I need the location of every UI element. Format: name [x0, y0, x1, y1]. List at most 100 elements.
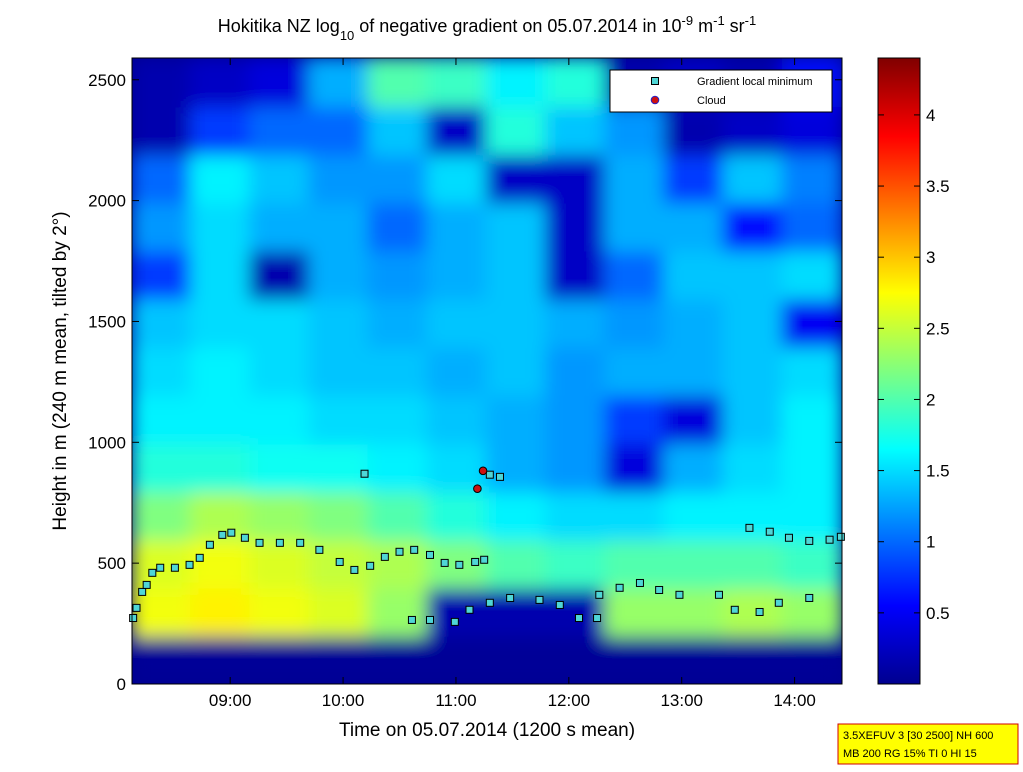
- marker: [240, 533, 249, 542]
- heat-cell: [132, 394, 193, 445]
- heat-cell: [426, 586, 488, 637]
- legend-label: Gradient local minimum: [697, 76, 813, 88]
- marker: [593, 614, 602, 623]
- marker: [506, 593, 515, 602]
- heat-cell: [545, 249, 607, 300]
- heat-cell: [545, 634, 607, 684]
- heat-cell: [367, 634, 429, 684]
- heat-cell: [722, 490, 784, 541]
- heat-cell: [367, 249, 429, 300]
- title-part: Hokitika NZ log: [218, 16, 340, 36]
- heat-cell: [663, 490, 725, 541]
- marker: [129, 614, 138, 623]
- marker: [478, 466, 488, 476]
- title-part: of negative gradient on 05.07.2014 in 10: [354, 16, 681, 36]
- heat-cell: [663, 105, 725, 156]
- heat-cell: [190, 394, 252, 445]
- x-tick-label: 13:00: [660, 691, 703, 710]
- marker: [296, 538, 305, 547]
- heat-cell: [132, 442, 193, 493]
- marker: [138, 587, 147, 596]
- heatmap: [132, 58, 842, 684]
- heat-cell: [781, 442, 842, 493]
- heat-cell: [132, 538, 193, 589]
- marker: [360, 469, 369, 478]
- x-tick-label: 10:00: [322, 691, 365, 710]
- marker: [440, 558, 449, 567]
- heat-cell: [249, 394, 311, 445]
- heat-cell: [426, 58, 488, 108]
- heat-cell: [367, 201, 429, 252]
- heat-cell: [486, 394, 548, 445]
- marker: [132, 603, 141, 612]
- heat-cell: [663, 201, 725, 252]
- marker: [255, 538, 264, 547]
- marker: [156, 563, 165, 572]
- marker: [350, 565, 359, 574]
- heat-cell: [308, 58, 370, 108]
- info-box: 3.5XEFUV 3 [30 2500] NH 600 MB 200 RG 15…: [837, 723, 1019, 765]
- y-tick-label: 0: [117, 675, 126, 694]
- heat-cell: [190, 297, 252, 348]
- colorbar-tick-label: 2: [926, 390, 935, 409]
- heat-cell: [426, 394, 488, 445]
- heat-cell: [190, 105, 252, 156]
- legend-box: [609, 69, 833, 113]
- colorbar-tick-label: 0.5: [926, 604, 950, 623]
- heat-cell: [190, 442, 252, 493]
- heat-cell: [604, 105, 666, 156]
- marker: [410, 545, 419, 554]
- heat-cell: [249, 538, 311, 589]
- heat-cell: [604, 586, 666, 637]
- heat-cell: [545, 58, 607, 108]
- marker: [595, 590, 604, 599]
- heat-cell: [249, 201, 311, 252]
- heat-cell: [545, 297, 607, 348]
- y-tick-label: 500: [98, 554, 126, 573]
- heat-cell: [190, 538, 252, 589]
- heat-cell: [367, 442, 429, 493]
- heat-cell: [781, 105, 842, 156]
- colorbar-tick-label: 3: [926, 248, 935, 267]
- heat-cell: [308, 394, 370, 445]
- marker: [650, 95, 660, 105]
- marker: [836, 532, 845, 541]
- heat-cell: [249, 58, 311, 108]
- heat-cell: [604, 153, 666, 204]
- heat-cell: [308, 634, 370, 684]
- heat-cell: [308, 345, 370, 397]
- heat-cell: [190, 249, 252, 300]
- heat-cell: [426, 297, 488, 348]
- heat-cell: [190, 153, 252, 204]
- heat-cell: [367, 345, 429, 397]
- heat-cell: [308, 153, 370, 204]
- heat-cell: [663, 345, 725, 397]
- title-part: sr: [725, 16, 745, 36]
- colorbar: [877, 57, 921, 685]
- heat-cell: [308, 490, 370, 541]
- heat-cell: [486, 249, 548, 300]
- heat-cell: [249, 297, 311, 348]
- marker: [825, 535, 834, 544]
- heat-cell: [663, 634, 725, 684]
- marker: [205, 540, 214, 549]
- heat-cell: [486, 538, 548, 589]
- heat-cell: [190, 201, 252, 252]
- heat-cell: [308, 297, 370, 348]
- x-tick-label: 14:00: [773, 691, 816, 710]
- heat-cell: [367, 490, 429, 541]
- heat-cell: [190, 634, 252, 684]
- heat-cell: [545, 105, 607, 156]
- heat-cell: [781, 249, 842, 300]
- heat-cell: [545, 153, 607, 204]
- heat-cell: [367, 586, 429, 637]
- heat-cell: [367, 394, 429, 445]
- marker: [805, 593, 814, 602]
- heat-cell: [132, 297, 193, 348]
- heat-cell: [604, 442, 666, 493]
- y-axis-label: Height in m (240 m mean, tilted by 2°): [50, 211, 71, 530]
- marker: [655, 585, 664, 594]
- heat-cell: [663, 442, 725, 493]
- title-part: -9: [682, 13, 694, 28]
